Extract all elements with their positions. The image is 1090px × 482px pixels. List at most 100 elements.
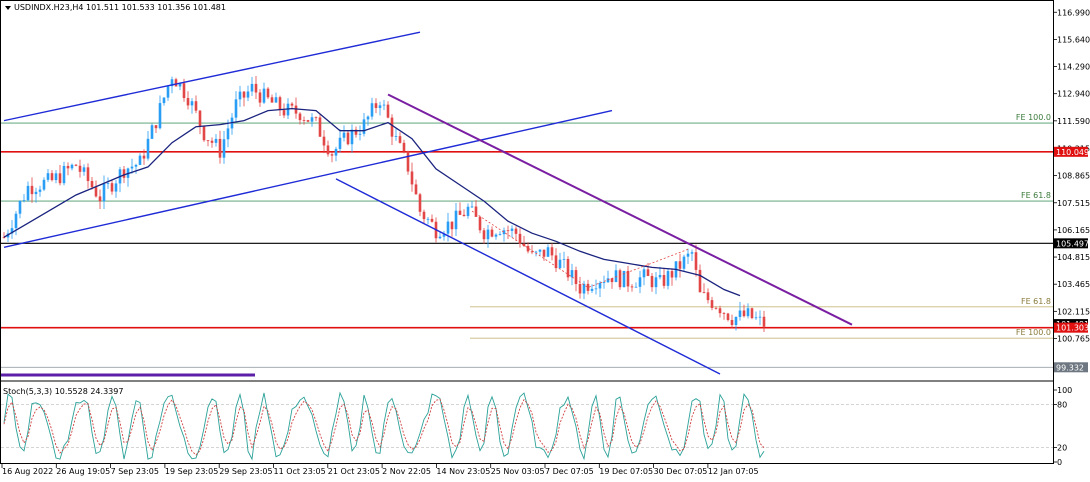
candle-body <box>254 83 258 93</box>
y-tick-label: 103.465 <box>1057 280 1090 289</box>
candle-body <box>418 194 422 212</box>
candle-body <box>622 270 626 288</box>
candle-body <box>342 132 346 138</box>
candle-body <box>534 251 538 253</box>
candle-body <box>346 132 350 145</box>
trendline-3[interactable] <box>335 178 721 375</box>
candle-body <box>474 206 478 217</box>
candle-body <box>166 86 170 98</box>
fib-label: FE 61.8 <box>1021 191 1051 200</box>
candle-body <box>242 91 246 98</box>
candle-body <box>366 116 370 120</box>
candle-body <box>146 138 150 159</box>
candle-body <box>62 165 66 184</box>
candle-body <box>174 79 178 87</box>
y-tick-label: 114.290 <box>1057 63 1090 72</box>
candle-body <box>726 313 730 320</box>
stoch-label: Stoch(5,3,3) 10.5528 24.3397 <box>3 387 123 396</box>
candle-body <box>514 228 518 234</box>
candle-body <box>482 230 486 240</box>
candle-body <box>86 167 90 182</box>
candle-body <box>162 97 166 104</box>
candle-body <box>158 103 162 129</box>
candle-body <box>698 269 702 293</box>
y-tick-label: 116.990 <box>1057 8 1090 17</box>
x-tick-label: 30 Dec 07:05 <box>654 467 708 476</box>
trendline-4[interactable] <box>387 93 853 326</box>
price-tag-label: 99.332 <box>1056 363 1084 372</box>
candle-body <box>714 307 718 309</box>
candle-body <box>498 234 502 236</box>
candle-body <box>142 155 146 159</box>
trendline-1[interactable] <box>3 31 421 122</box>
candle-body <box>650 275 654 288</box>
candle-body <box>550 247 554 256</box>
candle-body <box>290 103 294 106</box>
candle-body <box>78 165 82 172</box>
candle-body <box>746 308 750 317</box>
price-tag-box <box>1054 238 1088 249</box>
candle-body <box>730 319 734 326</box>
candle-body <box>2 237 6 239</box>
candle-body <box>226 128 230 140</box>
price-tag-box <box>1054 146 1088 157</box>
y-tick-label: 104.815 <box>1057 253 1090 262</box>
candle-body <box>98 196 102 202</box>
candle-body <box>438 236 442 239</box>
candle-body <box>314 117 318 119</box>
candle-body <box>374 103 378 109</box>
price-tag-box <box>1054 322 1088 333</box>
candle-body <box>122 169 126 178</box>
candle-body <box>722 313 726 314</box>
fib-label: FE 100.0 <box>1016 113 1051 122</box>
candle-body <box>542 249 546 257</box>
candle-body <box>18 200 22 214</box>
moving-average-line <box>3 107 741 297</box>
candle-body <box>298 113 302 121</box>
candle-body <box>626 270 630 287</box>
candle-body <box>110 183 114 192</box>
candle-body <box>522 243 526 247</box>
dropdown-triangle-icon[interactable] <box>5 6 11 10</box>
candle-body <box>558 259 562 269</box>
candle-body <box>214 138 218 143</box>
candle-body <box>106 183 110 184</box>
candle-body <box>586 283 590 291</box>
trendline-2[interactable] <box>3 109 613 248</box>
candle-body <box>426 218 430 220</box>
candle-body <box>222 139 226 158</box>
candle-body <box>422 211 426 220</box>
fib-label: FE 61.8 <box>1021 297 1051 306</box>
candle-body <box>758 316 762 318</box>
candle-body <box>430 218 434 222</box>
candle-body <box>114 183 118 192</box>
y-tick-label: 111.590 <box>1057 117 1090 126</box>
candle-body <box>70 164 74 169</box>
candle-body <box>386 104 390 118</box>
candle-body <box>258 92 262 103</box>
candle-body <box>494 234 498 237</box>
x-tick-label: 14 Nov 23:05 <box>436 467 490 476</box>
candle-body <box>310 117 314 122</box>
candle-body <box>554 255 558 269</box>
candle-body <box>278 97 282 111</box>
candle-body <box>234 99 238 118</box>
candle-body <box>458 210 462 215</box>
candle-body <box>134 164 138 167</box>
candle-body <box>574 270 578 285</box>
candle-body <box>610 278 614 283</box>
candle-body <box>390 117 394 137</box>
candle-body <box>218 138 222 158</box>
price-tag-box <box>1054 362 1088 373</box>
x-tick-label: 7 Dec 07:05 <box>545 467 594 476</box>
x-tick-label: 16 Aug 2022 <box>2 467 53 476</box>
candle-body <box>50 173 54 181</box>
candle-body <box>38 189 42 192</box>
candle-body <box>570 270 574 278</box>
candle-body <box>370 103 374 117</box>
x-tick-label: 21 Oct 23:05 <box>328 467 380 476</box>
y-tick-label: 102.115 <box>1057 307 1090 316</box>
x-tick-label: 2 Nov 22:05 <box>382 467 431 476</box>
